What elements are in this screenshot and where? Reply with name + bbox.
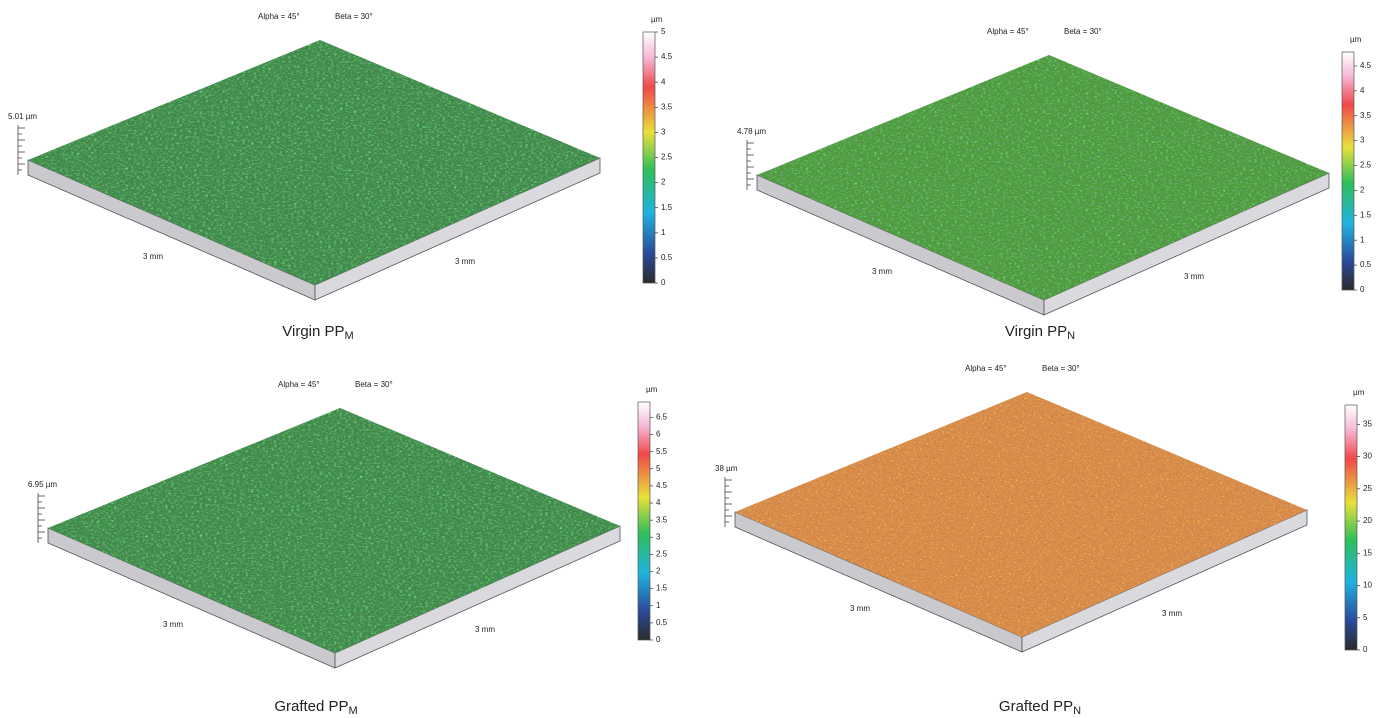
height-label: 5.01 µm <box>8 112 37 121</box>
colorbar-tick-label: 4.5 <box>656 481 668 490</box>
surface-panel: Alpha = 45° Beta = 30° 6.95 µm 3 mm 3 mm µm 0 0… <box>28 380 668 717</box>
colorbar-tick-label: 5 <box>656 464 661 473</box>
colorbar <box>1344 404 1358 651</box>
colorbar-tick-label: 0 <box>656 635 661 644</box>
beta-label: Beta = 30° <box>1042 364 1080 373</box>
colorbar-tick-label: 15 <box>1363 548 1372 557</box>
colorbar <box>642 31 656 284</box>
height-label: 4.78 µm <box>737 127 766 136</box>
colorbar-tick-label: 2 <box>656 567 661 576</box>
colorbar-tick-label: 5 <box>1363 613 1368 622</box>
caption: Grafted PPM <box>274 698 357 717</box>
beta-label: Beta = 30° <box>335 12 373 21</box>
colorbar-tick-label: 5 <box>661 27 666 36</box>
caption-subscript: N <box>1067 330 1075 342</box>
x-axis-label: 3 mm <box>143 252 163 261</box>
colorbar-tick-label: 2.5 <box>1360 161 1372 170</box>
beta-label: Beta = 30° <box>355 380 393 389</box>
alpha-label: Alpha = 45° <box>258 12 300 21</box>
surface-top <box>735 392 1307 637</box>
y-axis-label: 3 mm <box>455 257 475 266</box>
caption: Virgin PPN <box>1005 323 1075 342</box>
colorbar-tick-label: 3 <box>1360 136 1365 145</box>
surface-plot: Alpha = 45° Beta = 30° 6.95 µm 3 mm 3 mm <box>28 380 621 669</box>
surface-top <box>28 40 600 285</box>
colorbar-tick-label: 4.5 <box>661 52 673 61</box>
colorbar-tick-label: 0.5 <box>656 618 668 627</box>
beta-label: Beta = 30° <box>1064 27 1102 36</box>
colorbar-tick-label: 0 <box>1360 285 1365 294</box>
colorbar-tick-label: 0 <box>1363 645 1368 654</box>
y-axis-label: 3 mm <box>475 625 495 634</box>
alpha-label: Alpha = 45° <box>987 27 1029 36</box>
colorbar-tick-label: 1.5 <box>656 584 668 593</box>
surface-top <box>757 55 1329 300</box>
colorbar-tick-label: 3.5 <box>656 515 668 524</box>
surface-panel: Alpha = 45° Beta = 30° 38 µm 3 mm 3 mm µm 0 5 10… <box>715 364 1372 717</box>
colorbar-tick-label: 4 <box>1360 86 1365 95</box>
surface-top <box>48 408 620 653</box>
colorbar-tick-label: 4 <box>656 498 661 507</box>
surface-panel: Alpha = 45° Beta = 30° 4.78 µm 3 mm 3 mm µm 0 0… <box>737 27 1372 342</box>
caption-main: Grafted PP <box>274 698 348 715</box>
colorbar-tick-label: 2 <box>661 178 666 187</box>
colorbar-tick-label: 3 <box>661 128 666 137</box>
colorbar-unit: µm <box>651 15 663 24</box>
caption-subscript: M <box>345 330 354 342</box>
colorbar-tick-label: 25 <box>1363 484 1372 493</box>
y-axis-label: 3 mm <box>1162 609 1182 618</box>
caption-subscript: M <box>349 705 358 717</box>
colorbar-tick-label: 0.5 <box>1360 260 1372 269</box>
x-axis-label: 3 mm <box>850 604 870 613</box>
colorbar-unit: µm <box>1353 388 1365 397</box>
colorbar-tick-label: 5.5 <box>656 447 668 456</box>
height-label: 6.95 µm <box>28 480 57 489</box>
colorbar-tick-label: 0.5 <box>661 253 673 262</box>
colorbar-tick-label: 30 <box>1363 452 1372 461</box>
y-axis-label: 3 mm <box>1184 272 1204 281</box>
alpha-label: Alpha = 45° <box>965 364 1007 373</box>
colorbar-tick-label: 3.5 <box>661 102 673 111</box>
colorbar-tick-label: 35 <box>1363 419 1372 428</box>
colorbar-tick-label: 1.5 <box>1360 210 1372 219</box>
colorbar-tick-label: 1 <box>656 601 661 610</box>
caption-main: Virgin PP <box>282 323 344 340</box>
colorbar-tick-label: 3.5 <box>1360 111 1372 120</box>
colorbar-tick-label: 1.5 <box>661 203 673 212</box>
height-label: 38 µm <box>715 464 738 473</box>
surface-plot: Alpha = 45° Beta = 30° 38 µm 3 mm 3 mm <box>715 364 1308 653</box>
x-axis-label: 3 mm <box>872 267 892 276</box>
caption-subscript: N <box>1073 705 1081 717</box>
surface-panel: Alpha = 45° Beta = 30° 5.01 µm 3 mm 3 mm µm 0 0… <box>8 12 673 342</box>
colorbar-unit: µm <box>1350 35 1362 44</box>
colorbar-tick-label: 4.5 <box>1360 61 1372 70</box>
colorbar <box>1341 51 1355 291</box>
colorbar-tick-label: 2.5 <box>656 549 668 558</box>
surface-plot: Alpha = 45° Beta = 30° 5.01 µm 3 mm 3 mm <box>8 12 601 301</box>
colorbar-tick-label: 1 <box>1360 235 1365 244</box>
colorbar-tick-label: 4 <box>661 77 666 86</box>
alpha-label: Alpha = 45° <box>278 380 320 389</box>
x-axis-label: 3 mm <box>163 620 183 629</box>
colorbar-tick-label: 2.5 <box>661 153 673 162</box>
colorbar-unit: µm <box>646 385 658 394</box>
caption: Virgin PPM <box>282 323 353 342</box>
caption: Grafted PPN <box>999 698 1081 717</box>
colorbar-tick-label: 3 <box>656 532 661 541</box>
colorbar-tick-label: 10 <box>1363 581 1372 590</box>
colorbar-tick-label: 2 <box>1360 186 1365 195</box>
colorbar <box>637 401 651 641</box>
colorbar-tick-label: 0 <box>661 278 666 287</box>
surface-plot: Alpha = 45° Beta = 30° 4.78 µm 3 mm 3 mm <box>737 27 1330 316</box>
colorbar-tick-label: 20 <box>1363 516 1372 525</box>
colorbar-tick-label: 1 <box>661 228 666 237</box>
colorbar-tick-label: 6 <box>656 430 661 439</box>
caption-main: Virgin PP <box>1005 323 1067 340</box>
colorbar-tick-label: 6.5 <box>656 413 668 422</box>
caption-main: Grafted PP <box>999 698 1073 715</box>
